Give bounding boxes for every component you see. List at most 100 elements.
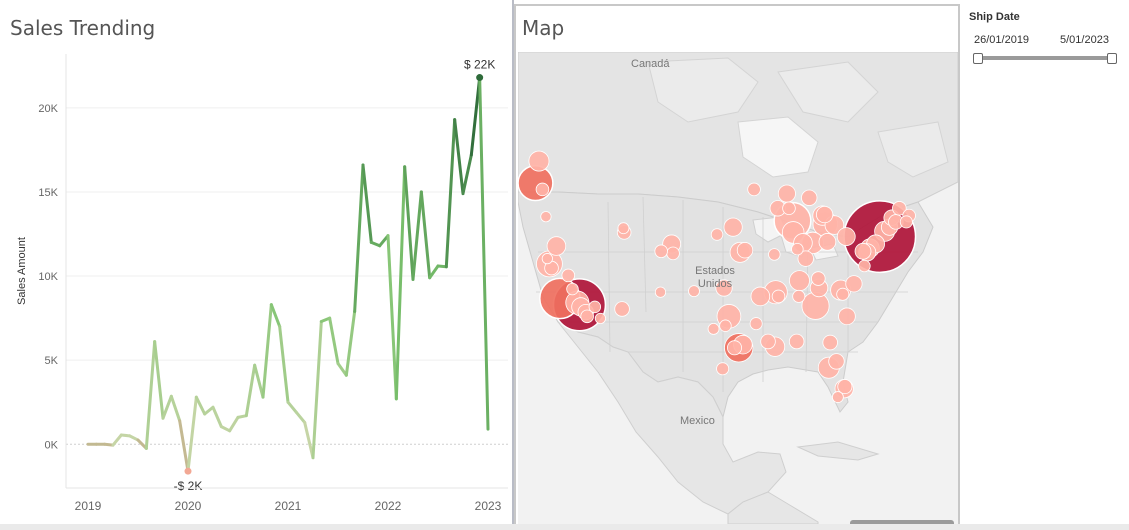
map-bubble[interactable] [845, 275, 863, 293]
map-bubble[interactable] [566, 282, 579, 296]
series-segment[interactable] [178, 419, 190, 473]
sales-line-chart[interactable]: 0K 5K 10K 15K 20K 2019 2020 2021 2022 2023 $ 22K… [0, 0, 512, 524]
map-bubble[interactable] [727, 340, 743, 356]
map-attribution-badge[interactable] [850, 520, 954, 526]
map-bubble[interactable] [535, 182, 550, 197]
series-segment[interactable] [111, 433, 123, 447]
map-bubble[interactable] [838, 307, 856, 326]
map-bubble[interactable] [736, 242, 754, 259]
map-bubble[interactable] [723, 217, 743, 237]
series-segment[interactable] [186, 395, 198, 473]
series-segment[interactable] [144, 340, 157, 450]
map-bubble[interactable] [588, 300, 602, 314]
series-segment[interactable] [469, 76, 482, 157]
series-segment[interactable] [311, 319, 323, 460]
map-bubble[interactable] [822, 334, 838, 351]
map-bubble[interactable] [666, 246, 680, 261]
map-bubble[interactable] [892, 201, 907, 216]
panel-divider[interactable] [512, 0, 514, 530]
series-segment[interactable] [194, 395, 207, 416]
map-bubble[interactable] [811, 271, 826, 286]
map-bubble[interactable] [818, 233, 837, 251]
min-point-marker[interactable] [184, 467, 192, 475]
series-segment[interactable] [344, 309, 357, 377]
map-bubble[interactable] [899, 215, 913, 229]
map-bubble[interactable] [540, 211, 552, 223]
series-segment[interactable] [419, 190, 432, 280]
series-segment[interactable] [128, 434, 140, 442]
map-bubble[interactable] [561, 268, 576, 283]
series-segment[interactable] [478, 76, 490, 431]
map-bubble[interactable] [797, 250, 814, 267]
map-bubble[interactable] [789, 270, 810, 292]
series-segment[interactable] [253, 363, 265, 399]
map-bubble[interactable] [836, 227, 856, 246]
series-segment[interactable] [286, 400, 298, 414]
map-bubble[interactable] [858, 259, 871, 273]
series-segment[interactable] [228, 415, 240, 433]
map-bubble[interactable] [792, 289, 806, 303]
series-segment[interactable] [453, 118, 465, 196]
map-bubble[interactable] [782, 201, 796, 216]
series-segment[interactable] [294, 410, 307, 424]
map-bubble[interactable] [614, 301, 630, 317]
series-segment[interactable] [203, 405, 215, 416]
map-bubble[interactable] [528, 150, 550, 172]
map-bubble[interactable] [518, 164, 554, 202]
series-segment[interactable] [153, 340, 165, 420]
map-bubble[interactable] [750, 286, 771, 307]
series-segment[interactable] [403, 165, 415, 281]
ship-date-end-handle[interactable] [1107, 53, 1117, 64]
series-segment[interactable] [211, 405, 223, 429]
map-bubble[interactable] [768, 248, 781, 261]
map-bubble[interactable] [707, 323, 720, 335]
map-bubble[interactable] [719, 319, 732, 332]
map-bubble[interactable] [580, 309, 594, 324]
map-bubble[interactable] [777, 184, 796, 203]
map-bubble[interactable] [771, 289, 786, 304]
ship-date-slider-track[interactable] [977, 56, 1112, 60]
series-segment[interactable] [303, 420, 315, 460]
map-bubble[interactable] [688, 285, 700, 298]
map-bubble[interactable] [617, 222, 630, 235]
series-segment[interactable] [269, 303, 282, 329]
series-segment[interactable] [428, 264, 440, 280]
map-bubble[interactable] [594, 312, 607, 325]
series-segment[interactable] [161, 394, 173, 420]
series-segment[interactable] [461, 153, 473, 196]
bottom-scrollbar[interactable] [0, 524, 1129, 530]
map-bubble[interactable] [546, 236, 567, 256]
series-segment[interactable] [353, 163, 365, 313]
series-segment[interactable] [394, 165, 407, 401]
map-bubble[interactable] [831, 391, 844, 403]
map-bubble[interactable] [654, 244, 668, 259]
map-bubble[interactable] [791, 242, 804, 256]
map-bubble[interactable] [541, 253, 553, 265]
map-bubble[interactable] [710, 228, 724, 241]
map-bubble[interactable] [760, 333, 776, 350]
max-point-marker[interactable] [476, 74, 484, 82]
map-bubble[interactable] [747, 182, 761, 197]
series-segment[interactable] [386, 234, 398, 401]
series-segment[interactable] [219, 425, 232, 433]
series-segment[interactable] [244, 363, 257, 418]
series-segment[interactable] [169, 394, 182, 423]
sales-bubble-map[interactable]: Canadá Estados Unidos Mexico [518, 52, 958, 524]
series-segment[interactable] [328, 316, 340, 366]
series-segment[interactable] [278, 325, 290, 404]
map-bubble[interactable] [854, 242, 872, 260]
map-bubble[interactable] [716, 362, 730, 376]
ship-date-start-handle[interactable] [973, 53, 983, 64]
series-segment[interactable] [261, 303, 273, 399]
map-bubble[interactable] [654, 286, 667, 298]
map-bubble[interactable] [749, 317, 763, 331]
map-bubble[interactable] [788, 333, 805, 350]
map-bubble[interactable] [837, 379, 853, 395]
series-segment[interactable] [336, 362, 348, 377]
map-bubble[interactable] [801, 189, 818, 206]
map-bubble[interactable] [816, 205, 834, 224]
map-bubble[interactable] [836, 287, 850, 301]
series-segment[interactable] [444, 118, 457, 269]
series-segment[interactable] [411, 190, 423, 281]
map-bubble[interactable] [828, 353, 845, 370]
